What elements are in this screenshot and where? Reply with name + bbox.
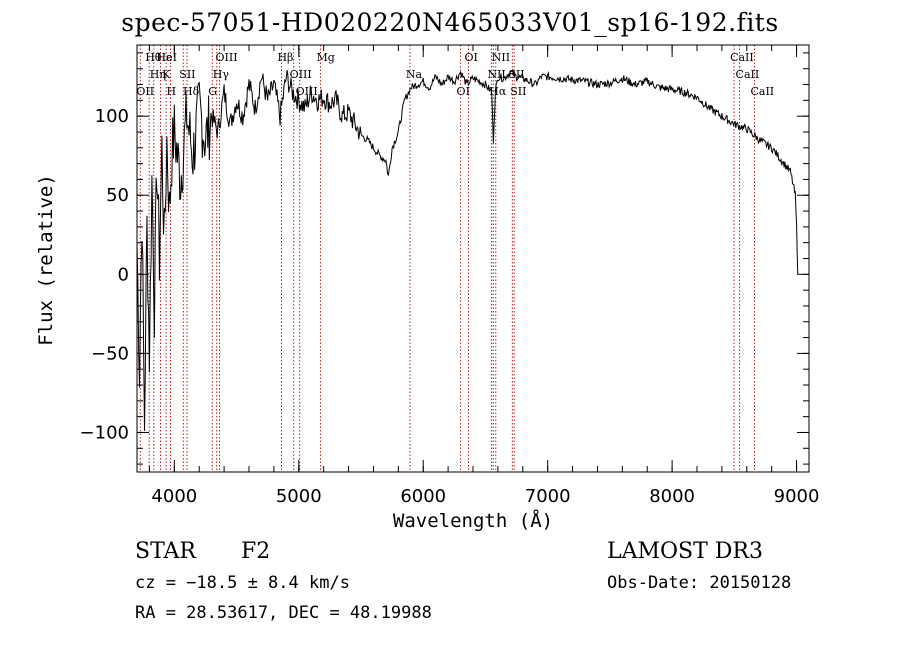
y-tick-label: 0: [118, 264, 129, 285]
spectral-line-label: Hβ: [277, 51, 293, 64]
x-tick-label: 7000: [525, 486, 571, 507]
coordinates-readout: RA = 28.53617, DEC = 48.19988: [135, 603, 432, 623]
spectral-line-label: CaII: [730, 51, 754, 64]
x-tick-label: 8000: [649, 486, 695, 507]
spectral-line-label: NII: [487, 68, 505, 81]
spectral-line-label: Hη: [150, 68, 166, 81]
x-tick-label: 4000: [151, 486, 197, 507]
chart-title: spec-57051-HD020220N465033V01_sp16-192.f…: [121, 8, 779, 37]
y-axis-label: Flux (relative): [35, 174, 57, 346]
spectral-line-label: NII: [492, 51, 510, 64]
spectral-line-label: OIII: [296, 85, 318, 98]
spectral-line-label: OIII: [290, 68, 312, 81]
spectral-line-label: Na: [406, 68, 423, 81]
x-axis-label: Wavelength (Å): [392, 510, 554, 532]
spectral-line-label: Hγ: [213, 68, 230, 81]
spectral-line-label: OI: [457, 85, 470, 98]
spectral-line-label: K: [162, 68, 171, 81]
x-tick-label: 5000: [276, 486, 322, 507]
spectral-line-label: HeI: [157, 51, 177, 64]
spectral-line-label: Hε: [157, 51, 173, 64]
spectral-line-label: OII: [136, 85, 154, 98]
redshift-readout: cz = −18.5 ± 8.4 km/s: [135, 573, 350, 593]
y-tick-label: 50: [106, 185, 129, 206]
y-tick-label: −100: [80, 422, 129, 443]
spectral-line-label: Hδ: [183, 85, 200, 98]
spectral-line-label: OIII: [216, 51, 238, 64]
spectral-line-label: SII: [510, 85, 526, 98]
y-tick-label: 100: [95, 106, 129, 127]
object-type-label: STAR: [135, 539, 196, 564]
spectrum-line: [136, 68, 799, 431]
survey-label: LAMOST DR3: [607, 539, 763, 564]
spectral-line-label: Hα: [489, 85, 507, 98]
x-tick-label: 6000: [400, 486, 446, 507]
spectral-line-label: Mg: [317, 51, 335, 64]
spectral-line-label: G: [208, 85, 217, 98]
spectral-line-label: CaII: [736, 68, 760, 81]
spectral-line-label: OI: [465, 51, 478, 64]
x-tick-label: 9000: [774, 486, 820, 507]
obs-date-readout: Obs-Date: 20150128: [607, 573, 792, 593]
spectral-line-label: CaII: [750, 85, 774, 98]
y-tick-label: −50: [91, 343, 129, 364]
spectral-line-label: Hθ: [145, 51, 162, 64]
spectral-line-label: SII: [179, 68, 195, 81]
subclass-label: F2: [241, 539, 271, 564]
spectral-line-label: H: [166, 85, 176, 98]
